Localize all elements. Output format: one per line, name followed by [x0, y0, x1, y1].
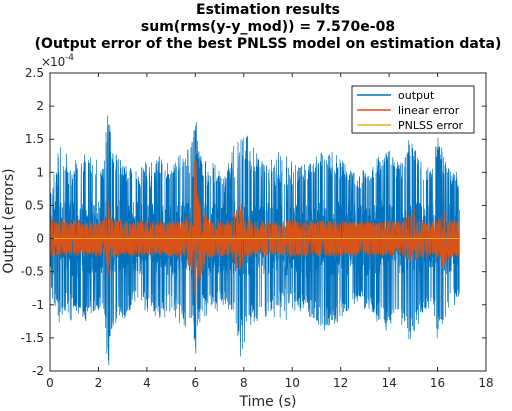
x-tick-label: 2	[95, 376, 103, 390]
legend-label-linear-error: linear error	[398, 104, 460, 117]
y-tick-label: 2	[36, 99, 44, 113]
x-tick-label: 0	[46, 376, 54, 390]
legend: output linear error PNLSS error	[351, 85, 475, 134]
y-exponent-power: -4	[65, 53, 74, 63]
y-axis-label: Output (errors)	[1, 168, 17, 273]
x-tick-label: 4	[143, 376, 151, 390]
y-exponent-times: ×	[41, 55, 51, 69]
x-tick-label: 6	[192, 376, 200, 390]
y-tick-label: -2	[32, 364, 44, 378]
y-tick-label: 1	[36, 165, 44, 179]
y-tick-label: 2.5	[25, 66, 44, 80]
chart-title-line-2: sum(rms(y-y_mod)) = 7.570e-08	[141, 19, 395, 35]
chart-title-line-1: Estimation results	[196, 2, 340, 18]
y-tick-label: 0.5	[25, 198, 44, 212]
x-tick-label: 10	[285, 376, 300, 390]
y-exponent-base: 10	[50, 55, 65, 69]
x-tick-label: 12	[333, 376, 348, 390]
y-tick-label: -0.5	[21, 265, 44, 279]
axes: 0 2 4 6 8 10 12 14 16 18 -2 -1.5 -1 -0.5 0 0.5 1 1.5 2 2.5	[21, 66, 494, 390]
x-tick-label: 8	[240, 376, 248, 390]
axes-box	[49, 72, 487, 372]
y-tick-label: -1.5	[21, 331, 44, 345]
y-tick-label: 1.5	[25, 132, 44, 146]
x-axis-label: Time (s)	[239, 394, 297, 410]
y-tick-label: -1	[32, 298, 44, 312]
series-line-linear-error	[49, 149, 460, 315]
x-tick-label: 14	[381, 376, 396, 390]
x-tick-label: 16	[430, 376, 445, 390]
legend-label-output: output	[398, 89, 435, 102]
chart-title-line-3: (Output error of the best PNLSS model on…	[35, 36, 502, 52]
legend-label-pnlss-error: PNLSS error	[398, 119, 464, 132]
x-tick-label: 18	[478, 376, 493, 390]
y-tick-label: 0	[36, 232, 44, 246]
